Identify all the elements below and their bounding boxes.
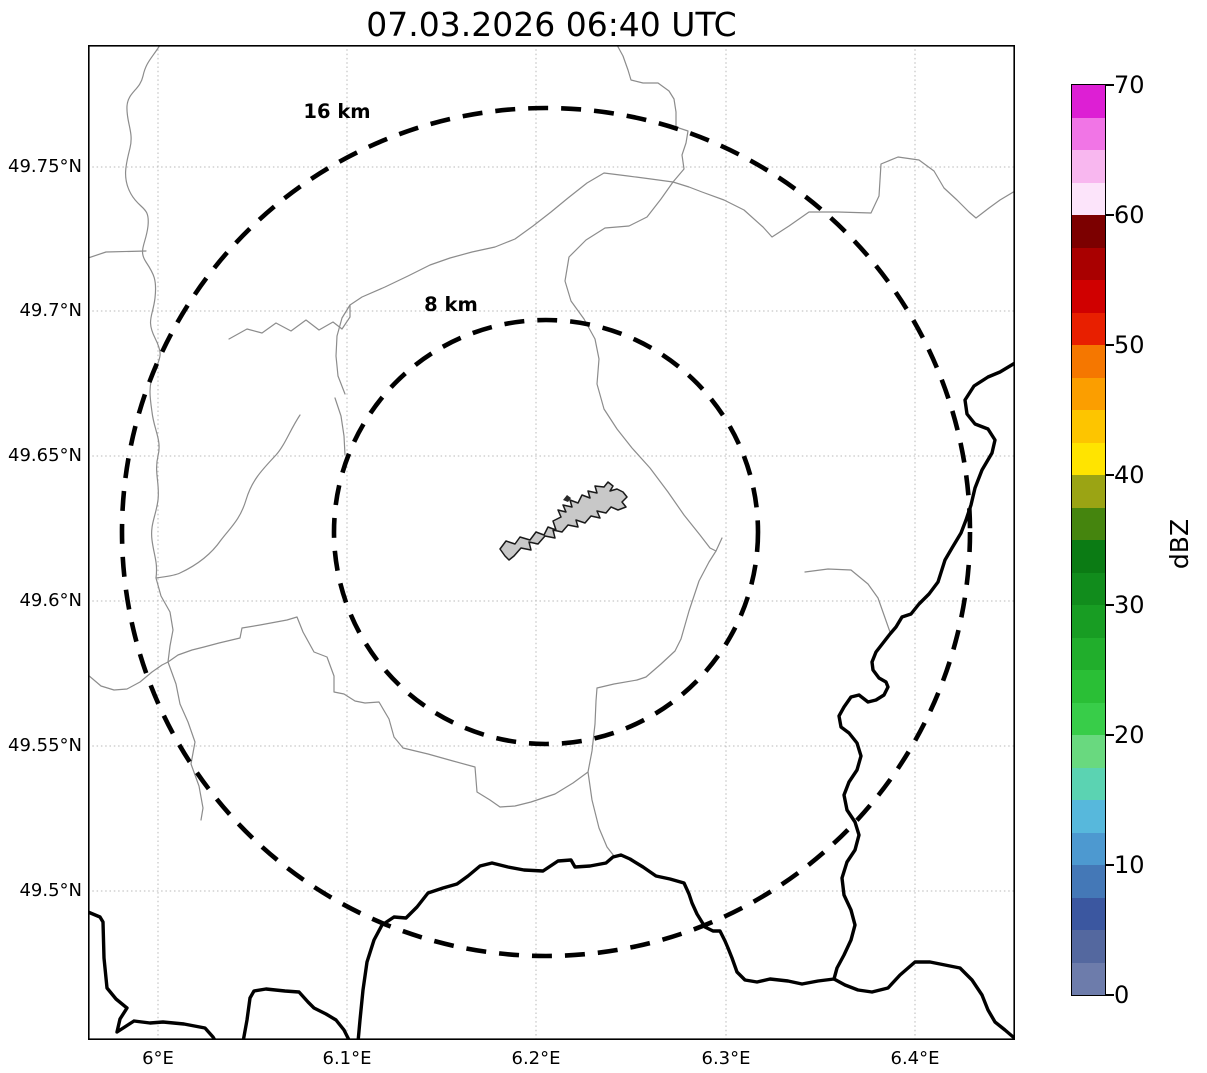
city-polygon bbox=[499, 481, 628, 561]
lat-tick-label: 49.6°N bbox=[19, 590, 82, 611]
lon-tick-label: 6.4°E bbox=[890, 1048, 940, 1069]
lat-tick-label: 49.5°N bbox=[19, 880, 82, 901]
lon-tick-label: 6.3°E bbox=[701, 1048, 751, 1069]
lon-tick-label: 6°E bbox=[142, 1048, 174, 1069]
colorbar-tick bbox=[1106, 734, 1114, 736]
range-ring-16km bbox=[119, 105, 973, 959]
colorbar-tick bbox=[1106, 474, 1114, 476]
colorbar-segment bbox=[1072, 670, 1105, 703]
colorbar-segment bbox=[1072, 865, 1105, 898]
colorbar-segment bbox=[1072, 150, 1105, 183]
colorbar-tick bbox=[1106, 864, 1114, 866]
colorbar-segment bbox=[1072, 540, 1105, 573]
lat-tick-label: 49.75°N bbox=[8, 156, 82, 177]
colorbar-segment bbox=[1072, 442, 1105, 475]
lat-tick-label: 49.65°N bbox=[8, 445, 82, 466]
map-frame bbox=[88, 45, 1015, 1040]
colorbar-tick bbox=[1106, 604, 1114, 606]
lat-tick-label: 49.55°N bbox=[8, 735, 82, 756]
colorbar-segment bbox=[1072, 962, 1105, 995]
colorbar-segment bbox=[1072, 507, 1105, 540]
colorbar-tick-label: 60 bbox=[1114, 201, 1145, 229]
colorbar-segment bbox=[1072, 117, 1105, 150]
admin-boundaries bbox=[88, 45, 1015, 857]
country-borders bbox=[88, 361, 1015, 1040]
colorbar-segment bbox=[1072, 377, 1105, 410]
colorbar-segment bbox=[1072, 215, 1105, 248]
colorbar-unit-label: dBZ bbox=[1165, 518, 1194, 570]
colorbar-segment bbox=[1072, 930, 1105, 963]
colorbar-segment bbox=[1072, 475, 1105, 508]
colorbar-tick-label: 10 bbox=[1114, 851, 1145, 879]
colorbar-segment bbox=[1072, 897, 1105, 930]
colorbar-tick bbox=[1106, 994, 1114, 996]
colorbar-segment bbox=[1072, 702, 1105, 735]
colorbar-segment bbox=[1072, 572, 1105, 605]
colorbar-segment bbox=[1072, 832, 1105, 865]
colorbar-segment bbox=[1072, 182, 1105, 215]
colorbar-tick-label: 20 bbox=[1114, 721, 1145, 749]
colorbar-segment bbox=[1072, 767, 1105, 800]
colorbar-tick-label: 50 bbox=[1114, 331, 1145, 359]
colorbar-tick-label: 30 bbox=[1114, 591, 1145, 619]
range-ring-8km-label: 8 km bbox=[424, 293, 478, 316]
colorbar-segment bbox=[1072, 312, 1105, 345]
range-ring-8km bbox=[331, 317, 761, 747]
city-polygon-mark bbox=[563, 495, 571, 502]
colorbar-segment bbox=[1072, 800, 1105, 833]
range-rings bbox=[119, 105, 973, 959]
colorbar-segment bbox=[1072, 280, 1105, 313]
graticule bbox=[88, 45, 1015, 1040]
lon-tick-label: 6.2°E bbox=[511, 1048, 561, 1069]
colorbar-segment bbox=[1072, 85, 1105, 118]
colorbar-gradient bbox=[1071, 84, 1106, 996]
radar-map: 16 km 8 km bbox=[88, 45, 1015, 1040]
colorbar-tick bbox=[1106, 84, 1114, 86]
colorbar-segment bbox=[1072, 410, 1105, 443]
range-ring-16km-label: 16 km bbox=[303, 100, 370, 123]
colorbar-segment bbox=[1072, 247, 1105, 280]
colorbar-segment bbox=[1072, 605, 1105, 638]
figure-title: 07.03.2026 06:40 UTC bbox=[366, 5, 737, 44]
colorbar-segment bbox=[1072, 735, 1105, 768]
lon-tick-label: 6.1°E bbox=[322, 1048, 372, 1069]
colorbar-tick bbox=[1106, 214, 1114, 216]
colorbar-tick-label: 40 bbox=[1114, 461, 1145, 489]
colorbar-tick bbox=[1106, 344, 1114, 346]
colorbar-tick-label: 0 bbox=[1114, 981, 1130, 1009]
lat-tick-label: 49.7°N bbox=[19, 300, 82, 321]
colorbar-segment bbox=[1072, 637, 1105, 670]
colorbar-tick-label: 70 bbox=[1114, 71, 1145, 99]
colorbar-segment bbox=[1072, 345, 1105, 378]
